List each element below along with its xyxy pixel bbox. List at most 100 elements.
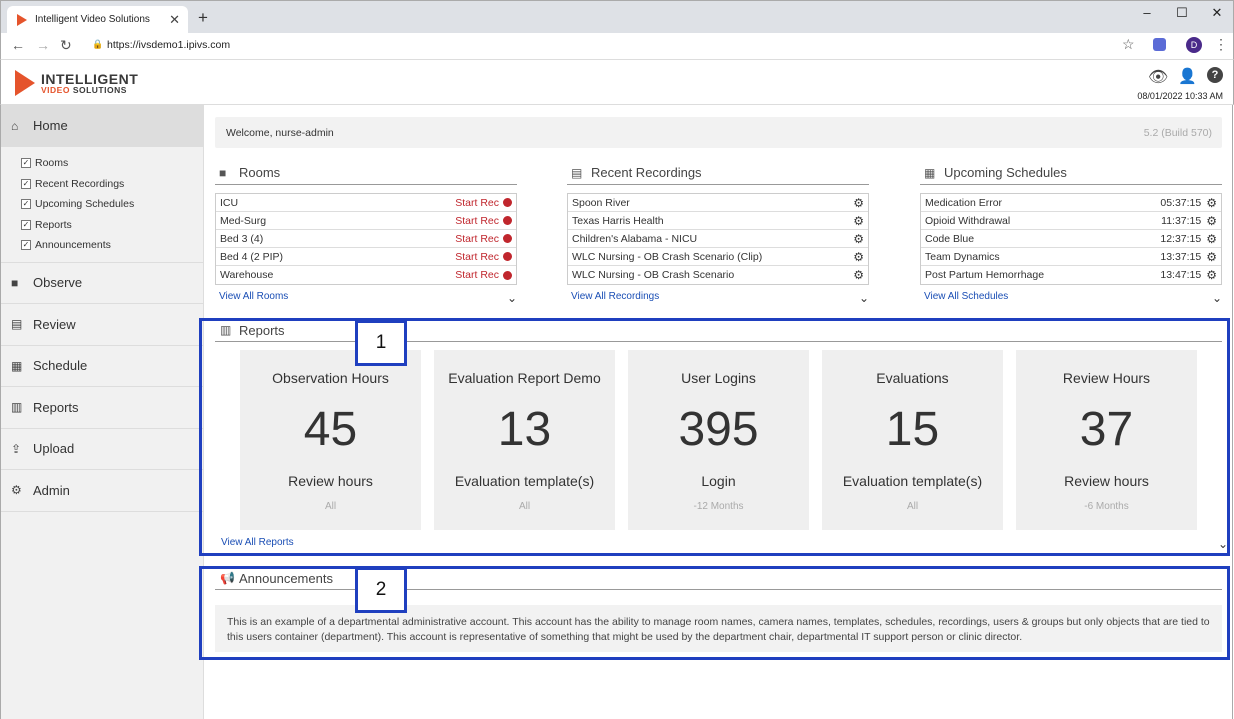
toggle-rooms[interactable]: ✓ Rooms bbox=[21, 157, 69, 170]
record-dot-icon bbox=[503, 216, 512, 225]
report-card-title: Review Hours bbox=[1062, 370, 1151, 386]
back-icon[interactable]: ← bbox=[11, 37, 25, 53]
report-card[interactable]: Evaluation Report Demo 13 Evaluation tem… bbox=[434, 350, 615, 530]
minimize-button[interactable]: – bbox=[1143, 5, 1151, 20]
reload-icon[interactable]: ↻ bbox=[60, 37, 72, 53]
start-rec-button[interactable]: Start Rec bbox=[455, 215, 512, 227]
chevron-down-icon[interactable]: ⌄ bbox=[506, 291, 517, 305]
gear-icon[interactable]: ⚙ bbox=[1206, 231, 1217, 246]
toggle-recent-recordings[interactable]: ✓ Recent Recordings bbox=[21, 177, 125, 190]
rooms-list: ICU Start Rec Med-Surg Start Rec Bed 3 (4)… bbox=[215, 193, 517, 285]
report-card-scope: -12 Months bbox=[693, 501, 744, 512]
start-rec-button[interactable]: Start Rec bbox=[455, 251, 512, 263]
reports-section: ▥ Reports Observation Hours 45 Review ho… bbox=[215, 319, 1228, 551]
gear-icon[interactable]: ⚙ bbox=[853, 195, 864, 210]
browser-tab[interactable]: Intelligent Video Solutions ✕ bbox=[7, 6, 188, 34]
eye-icon[interactable]: 👁 bbox=[1148, 69, 1169, 86]
chevron-down-icon[interactable]: ⌄ bbox=[1217, 537, 1228, 551]
browser-tab-bar: Intelligent Video Solutions ✕ + – ☐ ✕ bbox=[0, 0, 1234, 34]
url-field[interactable]: https://ivsdemo1.ipivs.com bbox=[107, 39, 231, 51]
view-all-reports-link[interactable]: View All Reports bbox=[221, 537, 294, 548]
report-card-value: 45 bbox=[303, 403, 358, 456]
report-card[interactable]: Observation Hours 45 Review hours All bbox=[240, 350, 421, 530]
list-item[interactable]: Bed 3 (4) Start Rec bbox=[216, 230, 516, 248]
help-icon[interactable]: ? bbox=[1207, 67, 1223, 83]
chevron-down-icon[interactable]: ⌄ bbox=[1211, 291, 1222, 305]
view-all-rooms-link[interactable]: View All Rooms bbox=[219, 291, 289, 302]
list-item[interactable]: Post Partum Hemorrhage 13:47:15 ⚙ bbox=[925, 268, 1217, 282]
bookmark-star-icon[interactable]: ☆ bbox=[1122, 36, 1135, 52]
maximize-button[interactable]: ☐ bbox=[1176, 5, 1188, 20]
toggle-reports[interactable]: ✓ Reports bbox=[21, 218, 72, 231]
home-widget-toggles: ✓ Rooms ✓ Recent Recordings ✓ Upcoming Sche… bbox=[1, 147, 203, 263]
list-item[interactable]: Med-Surg Start Rec bbox=[216, 212, 516, 230]
report-card[interactable]: Review Hours 37 Review hours -6 Months bbox=[1016, 350, 1197, 530]
sidebar-item-schedule[interactable]: ▦ Schedule bbox=[1, 346, 203, 387]
report-card-scope: All bbox=[324, 501, 337, 512]
welcome-text: Welcome, nurse-admin bbox=[226, 127, 334, 139]
upload-icon: ⇪ bbox=[11, 441, 22, 456]
toggle-upcoming-schedules[interactable]: ✓ Upcoming Schedules bbox=[21, 198, 135, 211]
callout-box-announcements bbox=[199, 566, 1230, 660]
gear-icon[interactable]: ⚙ bbox=[853, 231, 864, 246]
report-card[interactable]: User Logins 395 Login -12 Months bbox=[628, 350, 809, 530]
view-all-recordings-link[interactable]: View All Recordings bbox=[571, 291, 660, 302]
gear-icon[interactable]: ⚙ bbox=[1206, 213, 1217, 228]
checkbox-checked[interactable]: ✓ bbox=[21, 199, 31, 210]
list-item[interactable]: WLC Nursing - OB Crash Scenario (Clip) ⚙ bbox=[568, 248, 868, 266]
profile-avatar[interactable]: D bbox=[1186, 37, 1202, 53]
lock-icon[interactable]: 🔒 bbox=[92, 39, 104, 49]
forward-icon[interactable]: → bbox=[36, 37, 50, 53]
view-all-schedules-link[interactable]: View All Schedules bbox=[924, 291, 1009, 302]
user-icon[interactable]: 👤 bbox=[1178, 68, 1197, 85]
film-icon: ▤ bbox=[11, 317, 23, 332]
checkbox-checked[interactable]: ✓ bbox=[21, 178, 31, 189]
gear-icon[interactable]: ⚙ bbox=[1206, 195, 1217, 210]
report-card-unit: Review hours bbox=[1064, 473, 1149, 489]
start-rec-button[interactable]: Start Rec bbox=[455, 269, 512, 281]
report-card-scope: All bbox=[906, 501, 919, 512]
list-item[interactable]: Bed 4 (2 PIP) Start Rec bbox=[216, 248, 516, 266]
close-window-button[interactable]: ✕ bbox=[1211, 5, 1223, 20]
list-item[interactable]: Code Blue 12:37:15 ⚙ bbox=[921, 230, 1221, 248]
video-camera-icon: ■ bbox=[11, 275, 19, 290]
report-card[interactable]: Evaluations 15 Evaluation template(s) Al… bbox=[822, 350, 1003, 530]
start-rec-button[interactable]: Start Rec bbox=[455, 233, 512, 245]
sidebar-item-reports[interactable]: ▥ Reports bbox=[1, 387, 203, 429]
gear-icon[interactable]: ⚙ bbox=[1206, 249, 1217, 264]
gear-icon[interactable]: ⚙ bbox=[853, 268, 864, 282]
list-item[interactable]: WLC Nursing - OB Crash Scenario ⚙ bbox=[572, 268, 864, 282]
list-item[interactable]: Opioid Withdrawal 11:37:15 ⚙ bbox=[921, 212, 1221, 230]
extension-icon[interactable] bbox=[1153, 38, 1166, 51]
ivs-logo-icon[interactable] bbox=[15, 70, 35, 96]
chevron-down-icon[interactable]: ⌄ bbox=[858, 291, 869, 305]
checkbox-checked[interactable]: ✓ bbox=[21, 219, 31, 230]
list-item[interactable]: ICU Start Rec bbox=[216, 194, 516, 212]
browser-menu-icon[interactable]: ⋮ bbox=[1214, 36, 1228, 52]
list-item[interactable]: Team Dynamics 13:37:15 ⚙ bbox=[921, 248, 1221, 266]
list-item[interactable]: Texas Harris Health ⚙ bbox=[568, 212, 868, 230]
close-tab-icon[interactable]: ✕ bbox=[169, 12, 180, 27]
sidebar-item-upload[interactable]: ⇪ Upload bbox=[1, 429, 203, 470]
new-tab-button[interactable]: + bbox=[198, 8, 208, 27]
list-item[interactable]: Children's Alabama - NICU ⚙ bbox=[568, 230, 868, 248]
sidebar-item-admin[interactable]: ⚙ Admin bbox=[1, 470, 203, 512]
list-item[interactable]: Spoon River ⚙ bbox=[568, 194, 868, 212]
gear-icon[interactable]: ⚙ bbox=[1206, 268, 1217, 282]
bar-chart-icon: ▥ bbox=[220, 323, 232, 337]
list-item[interactable]: Medication Error 05:37:15 ⚙ bbox=[921, 194, 1221, 212]
sidebar-item-label: Upload bbox=[33, 441, 75, 457]
sidebar-item-observe[interactable]: ■ Observe bbox=[1, 263, 203, 304]
callout-label-1: 1 bbox=[355, 320, 407, 366]
list-item[interactable]: Warehouse Start Rec bbox=[216, 266, 516, 284]
sidebar-item-review[interactable]: ▤ Review bbox=[1, 304, 203, 346]
checkbox-checked[interactable]: ✓ bbox=[21, 158, 31, 169]
checkbox-checked[interactable]: ✓ bbox=[21, 240, 31, 251]
gear-icon[interactable]: ⚙ bbox=[853, 249, 864, 264]
start-rec-button[interactable]: Start Rec bbox=[455, 197, 512, 209]
gear-icon[interactable]: ⚙ bbox=[853, 213, 864, 228]
sidebar-item-label: Reports bbox=[33, 399, 79, 415]
sidebar-item-home[interactable]: ⌂ Home bbox=[1, 105, 203, 147]
logo-text-line1: INTELLIGENT bbox=[41, 71, 139, 87]
toggle-announcements[interactable]: ✓ Announcements bbox=[21, 239, 111, 252]
